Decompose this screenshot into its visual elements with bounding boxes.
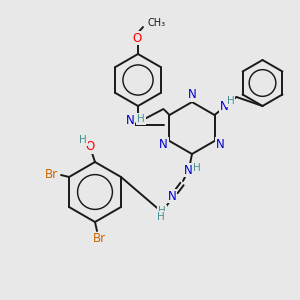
Text: H: H	[137, 114, 145, 124]
Text: N: N	[188, 88, 196, 101]
Text: N: N	[184, 164, 192, 176]
Text: N: N	[126, 115, 134, 128]
Text: N: N	[168, 190, 176, 202]
Text: H: H	[158, 206, 166, 216]
Text: O: O	[132, 32, 142, 44]
Text: N: N	[159, 138, 168, 151]
Text: O: O	[85, 140, 94, 154]
Text: H: H	[226, 96, 234, 106]
Text: CH₃: CH₃	[147, 18, 165, 28]
Text: Br: Br	[92, 232, 106, 245]
Text: H: H	[193, 163, 201, 173]
Text: N: N	[220, 100, 229, 113]
Text: H: H	[157, 212, 165, 222]
Text: N: N	[216, 138, 225, 151]
Text: Br: Br	[44, 167, 58, 181]
Text: H: H	[79, 135, 87, 145]
